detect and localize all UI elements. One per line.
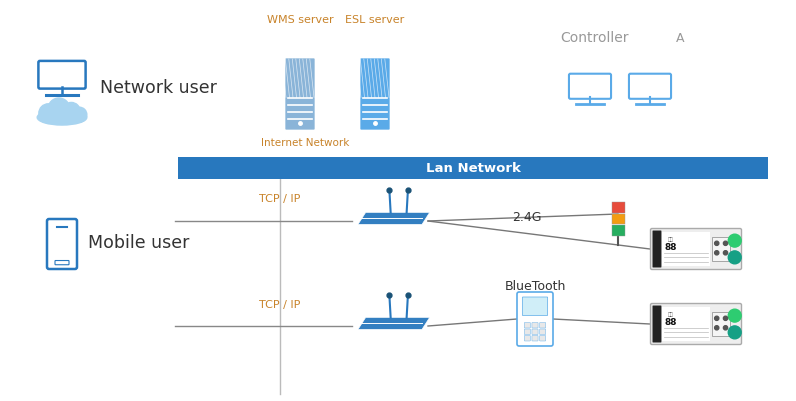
FancyBboxPatch shape bbox=[47, 219, 77, 269]
FancyBboxPatch shape bbox=[525, 336, 530, 341]
FancyBboxPatch shape bbox=[525, 323, 530, 328]
Circle shape bbox=[62, 103, 80, 121]
FancyBboxPatch shape bbox=[653, 231, 661, 268]
Circle shape bbox=[728, 235, 741, 247]
Circle shape bbox=[724, 241, 728, 246]
Circle shape bbox=[715, 241, 719, 246]
Ellipse shape bbox=[37, 110, 87, 126]
Text: 88: 88 bbox=[665, 317, 677, 326]
FancyBboxPatch shape bbox=[532, 323, 538, 328]
FancyBboxPatch shape bbox=[178, 158, 768, 180]
Text: Mobile user: Mobile user bbox=[88, 233, 189, 251]
FancyBboxPatch shape bbox=[611, 203, 625, 213]
FancyBboxPatch shape bbox=[522, 297, 548, 316]
Polygon shape bbox=[358, 318, 430, 330]
FancyBboxPatch shape bbox=[712, 237, 730, 261]
Circle shape bbox=[724, 326, 728, 330]
FancyBboxPatch shape bbox=[662, 233, 710, 266]
Circle shape bbox=[724, 251, 728, 255]
Circle shape bbox=[72, 108, 87, 123]
FancyBboxPatch shape bbox=[285, 59, 315, 131]
FancyBboxPatch shape bbox=[611, 214, 625, 225]
FancyBboxPatch shape bbox=[712, 312, 730, 336]
FancyBboxPatch shape bbox=[569, 75, 611, 99]
Text: TCP / IP: TCP / IP bbox=[259, 194, 301, 203]
FancyBboxPatch shape bbox=[55, 261, 69, 265]
Text: WMS server: WMS server bbox=[267, 15, 334, 25]
Text: ESL server: ESL server bbox=[345, 15, 404, 25]
FancyBboxPatch shape bbox=[662, 307, 710, 341]
FancyBboxPatch shape bbox=[629, 75, 671, 99]
FancyBboxPatch shape bbox=[525, 329, 530, 335]
FancyBboxPatch shape bbox=[540, 329, 546, 335]
Circle shape bbox=[39, 105, 58, 124]
Circle shape bbox=[715, 326, 719, 330]
Text: 价格: 价格 bbox=[668, 311, 673, 316]
FancyBboxPatch shape bbox=[360, 59, 390, 131]
FancyBboxPatch shape bbox=[540, 336, 546, 341]
FancyBboxPatch shape bbox=[38, 62, 86, 89]
Circle shape bbox=[715, 251, 719, 255]
FancyBboxPatch shape bbox=[611, 226, 625, 237]
Polygon shape bbox=[358, 213, 430, 225]
Text: 2.4G: 2.4G bbox=[512, 211, 541, 224]
Circle shape bbox=[48, 99, 70, 120]
Circle shape bbox=[728, 326, 741, 339]
Text: TCP / IP: TCP / IP bbox=[259, 299, 301, 309]
FancyBboxPatch shape bbox=[532, 336, 538, 341]
Text: Internet Network: Internet Network bbox=[261, 138, 349, 148]
FancyBboxPatch shape bbox=[532, 329, 538, 335]
FancyBboxPatch shape bbox=[540, 323, 546, 328]
Text: BlueTooth: BlueTooth bbox=[505, 280, 566, 293]
FancyBboxPatch shape bbox=[653, 306, 661, 342]
Text: Lan Network: Lan Network bbox=[426, 162, 521, 175]
FancyBboxPatch shape bbox=[650, 229, 742, 270]
FancyBboxPatch shape bbox=[517, 292, 553, 346]
Circle shape bbox=[724, 316, 728, 321]
Text: Network user: Network user bbox=[100, 79, 217, 97]
Text: 价格: 价格 bbox=[668, 236, 673, 241]
Text: Controller: Controller bbox=[560, 31, 629, 45]
FancyBboxPatch shape bbox=[650, 304, 742, 344]
Text: 88: 88 bbox=[665, 242, 677, 251]
Text: A: A bbox=[676, 31, 685, 45]
Circle shape bbox=[715, 316, 719, 321]
Circle shape bbox=[728, 251, 741, 264]
Circle shape bbox=[728, 310, 741, 322]
